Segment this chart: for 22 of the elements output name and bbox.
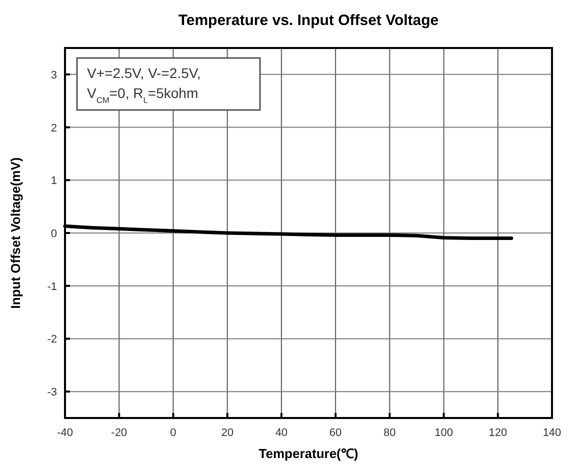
x-tick-label: 100 [434, 427, 453, 439]
chart-title: Temperature vs. Input Offset Voltage [178, 12, 439, 29]
y-tick-label: 2 [50, 122, 57, 134]
x-tick-label: 140 [542, 427, 562, 439]
y-tick-label: -2 [47, 334, 57, 346]
y-tick-label: -1 [47, 280, 57, 293]
x-tick-label: 40 [275, 427, 288, 439]
x-tick-label: 0 [170, 427, 176, 439]
x-axis-title: Temperature(℃) [258, 446, 358, 461]
y-tick-label: -3 [47, 386, 57, 399]
annotation: V+=2.5V, V-=2.5V, [87, 65, 201, 81]
y-tick-label: 1 [50, 175, 57, 188]
x-tick-label: 80 [384, 427, 396, 439]
x-tick-label: 60 [329, 427, 342, 439]
annotation: V$_{CM}$=0, R$_{L}$=5kohm [87, 85, 198, 105]
x-tick-label: -20 [111, 427, 128, 439]
x-tick-label: -40 [57, 427, 73, 439]
y-tick-label: 3 [50, 69, 57, 82]
x-tick-label: 120 [488, 427, 508, 439]
y-tick-label: 0 [50, 228, 57, 240]
x-tick-label: 20 [221, 427, 234, 439]
y-axis-title: Input Offset Voltage(mV) [8, 157, 23, 309]
